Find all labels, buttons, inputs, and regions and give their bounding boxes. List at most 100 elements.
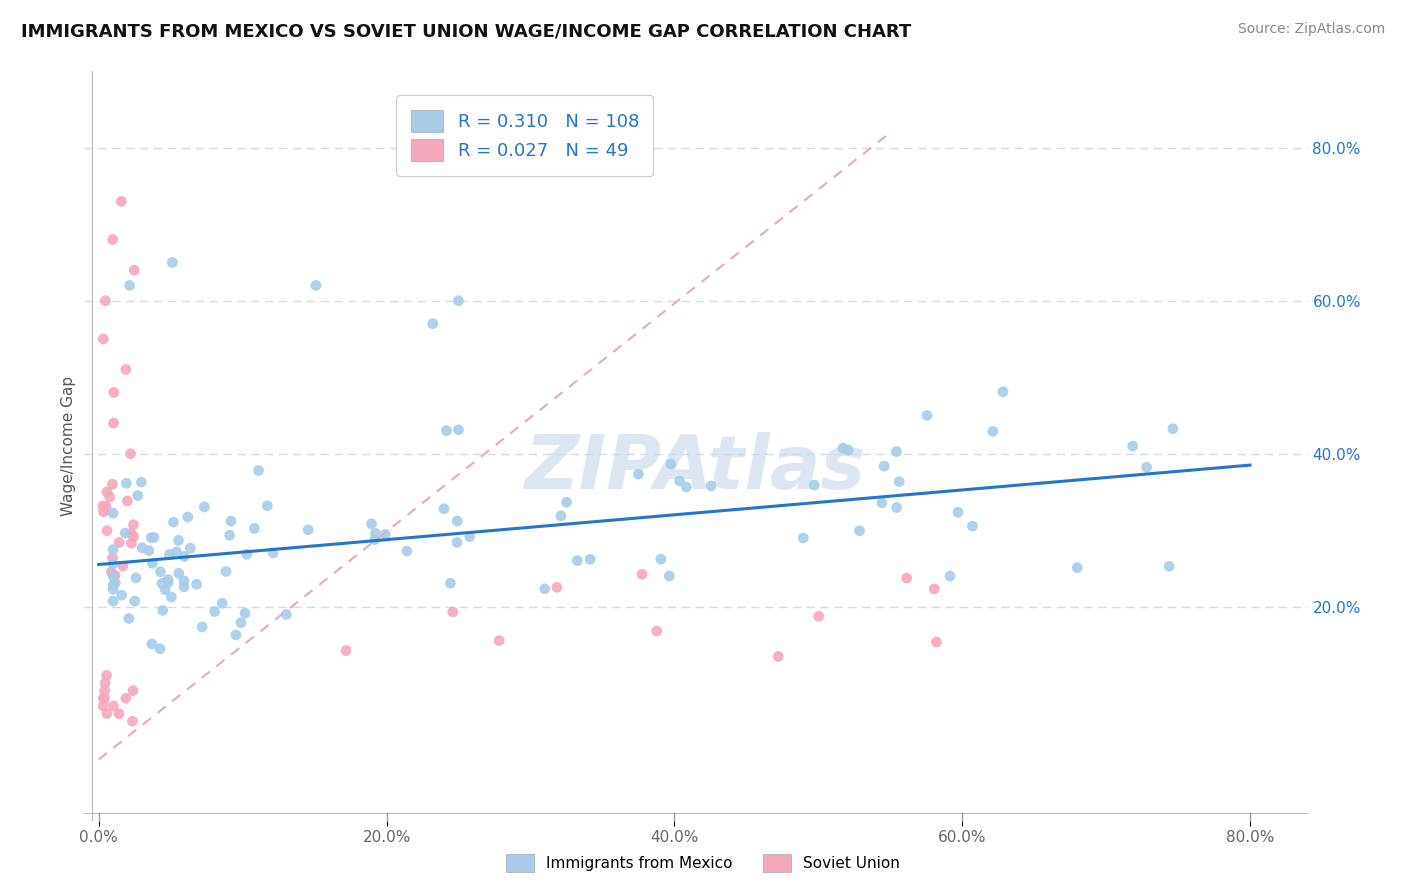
Point [186, 577, 208, 591]
Point [115, 476, 138, 491]
Point [1161, 422, 1184, 436]
Point [122, 529, 145, 543]
Point [152, 603, 174, 617]
Point [792, 531, 814, 545]
Point [768, 649, 790, 664]
Point [991, 384, 1014, 399]
Point [115, 691, 138, 706]
Point [668, 474, 690, 488]
Point [925, 635, 948, 649]
Point [567, 554, 589, 568]
Point [631, 567, 654, 582]
Point [173, 574, 195, 588]
Point [93, 332, 115, 346]
Text: ZIPAtlas: ZIPAtlas [526, 432, 866, 505]
Point [101, 233, 124, 247]
Point [101, 594, 124, 608]
Point [832, 441, 855, 455]
Point [235, 547, 257, 561]
Point [162, 255, 184, 269]
Point [165, 545, 187, 559]
Point [101, 542, 124, 557]
Point [93, 505, 115, 519]
Point [91, 698, 114, 713]
Point [115, 362, 138, 376]
Point [149, 565, 172, 579]
Point [889, 475, 911, 489]
Point [627, 467, 650, 482]
Point [243, 521, 266, 535]
Point [658, 569, 681, 583]
Point [141, 557, 163, 571]
Point [101, 506, 124, 520]
Point [374, 527, 396, 541]
Point [179, 541, 201, 556]
Point [101, 477, 124, 491]
Point [138, 543, 160, 558]
Point [111, 559, 134, 574]
Point [131, 541, 153, 555]
Point [896, 571, 918, 585]
Point [360, 516, 382, 531]
Point [256, 499, 278, 513]
Point [550, 508, 572, 523]
Point [94, 293, 117, 308]
Point [101, 550, 124, 565]
Point [173, 580, 195, 594]
Point [458, 530, 481, 544]
Point [873, 459, 896, 474]
Point [837, 443, 859, 458]
Point [124, 594, 146, 608]
Point [143, 531, 166, 545]
Point [101, 578, 124, 592]
Point [364, 533, 387, 547]
Point [177, 510, 200, 524]
Point [364, 526, 387, 541]
Point [233, 606, 256, 620]
Point [93, 691, 115, 706]
Point [650, 552, 672, 566]
Text: Source: ZipAtlas.com: Source: ZipAtlas.com [1237, 22, 1385, 37]
Point [534, 582, 557, 596]
Point [96, 524, 118, 538]
Point [447, 423, 470, 437]
Point [555, 495, 578, 509]
Point [803, 478, 825, 492]
Point [118, 611, 141, 625]
Point [160, 590, 183, 604]
Point [127, 489, 149, 503]
Point [1122, 439, 1144, 453]
Point [1159, 559, 1181, 574]
Point [807, 609, 830, 624]
Point [162, 515, 184, 529]
Point [436, 424, 458, 438]
Point [108, 535, 131, 549]
Point [108, 706, 131, 721]
Point [297, 523, 319, 537]
Point [446, 514, 468, 528]
Point [886, 444, 908, 458]
Point [219, 514, 242, 528]
Point [939, 569, 962, 583]
Point [101, 557, 124, 571]
Point [215, 565, 238, 579]
Point [93, 683, 115, 698]
Point [579, 552, 602, 566]
Point [305, 278, 328, 293]
Point [117, 494, 139, 508]
Point [150, 576, 173, 591]
Point [98, 490, 121, 504]
Point [101, 569, 124, 583]
Point [1066, 560, 1088, 574]
Point [103, 416, 125, 430]
Point [122, 683, 145, 698]
Point [167, 533, 190, 548]
Point [141, 531, 163, 545]
Point [193, 500, 215, 514]
Point [94, 676, 117, 690]
Point [218, 528, 240, 542]
Point [96, 706, 118, 721]
Point [114, 526, 136, 541]
Point [104, 575, 127, 590]
Point [173, 549, 195, 564]
